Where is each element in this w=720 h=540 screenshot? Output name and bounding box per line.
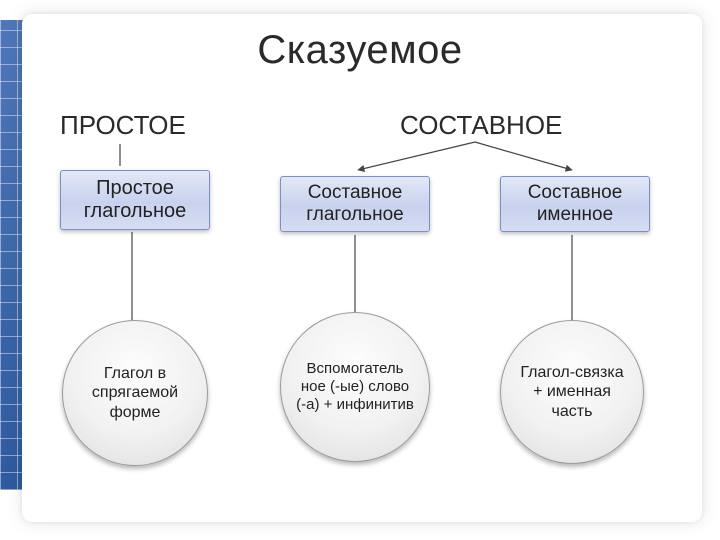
- box-label: Составное именное: [507, 182, 643, 226]
- box-label: Простое глагольное: [67, 177, 203, 223]
- oval-label: Глагол в спрягаемой форме: [77, 364, 193, 422]
- box-label: Составное глагольное: [287, 182, 423, 226]
- oval-aux-infinitive: Вспомогатель ное (-ые) слово (-а) + инфи…: [280, 312, 430, 462]
- box-compound-verbal: Составное глагольное: [280, 176, 430, 232]
- slide-title: Сказуемое: [0, 28, 720, 73]
- category-left: ПРОСТОЕ: [60, 110, 186, 141]
- category-right: СОСТАВНОЕ: [400, 110, 562, 141]
- box-simple-verbal: Простое глагольное: [60, 170, 210, 230]
- box-compound-nominal: Составное именное: [500, 176, 650, 232]
- oval-conjugated-verb: Глагол в спрягаемой форме: [62, 320, 208, 466]
- oval-label: Вспомогатель ное (-ые) слово (-а) + инфи…: [295, 360, 415, 414]
- oval-copula-nominal: Глагол-связка + именная часть: [500, 320, 644, 464]
- oval-label: Глагол-связка + именная часть: [515, 363, 629, 421]
- slide: Сказуемое ПРОСТОЕ СОСТАВНОЕ Простое глаг…: [0, 0, 720, 540]
